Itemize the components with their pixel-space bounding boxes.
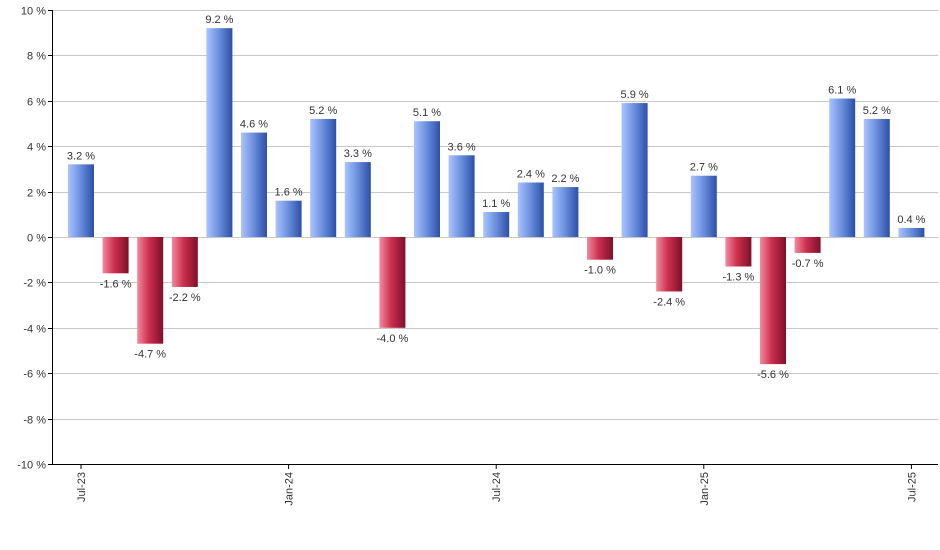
y-tick-label: -2 % bbox=[23, 278, 46, 290]
data-labels: 3.2 % -1.6 % -4.7 % -2.2 % 9.2 % 4.6 % 1.6 % 5.… bbox=[67, 14, 926, 381]
data-label-Dec-23: 4.6 % bbox=[240, 119, 268, 131]
bar-Oct-24 bbox=[587, 237, 613, 260]
bar-Mar-24 bbox=[344, 162, 371, 237]
data-label-Jan-24: 1.6 % bbox=[275, 187, 303, 199]
y-tick-label: -10 % bbox=[17, 460, 46, 472]
y-tick-label: 2 % bbox=[27, 188, 46, 200]
data-label-Oct-23: -2.2 % bbox=[169, 292, 201, 304]
bar-Aug-23 bbox=[102, 237, 129, 274]
bar-Sep-23 bbox=[137, 237, 164, 344]
bar-Jul-25 bbox=[898, 227, 925, 237]
y-tick-label: -4 % bbox=[23, 324, 46, 336]
bar-Mar-25 bbox=[760, 237, 786, 365]
data-label-May-24: 5.1 % bbox=[413, 107, 441, 119]
data-label-Oct-24: -1.0 % bbox=[584, 265, 616, 277]
data-label-Feb-24: 5.2 % bbox=[309, 105, 337, 117]
bar-Feb-25 bbox=[725, 237, 752, 267]
bar-Jul-24 bbox=[483, 212, 510, 237]
bar-Aug-24 bbox=[517, 182, 544, 237]
y-tick-label: 10 % bbox=[21, 6, 46, 18]
bar-Jan-24 bbox=[275, 200, 302, 237]
data-label-Aug-24: 2.4 % bbox=[517, 169, 545, 181]
data-label-Dec-24: -2.4 % bbox=[653, 296, 685, 308]
bar-Jun-24 bbox=[448, 155, 475, 237]
x-tick-label: Jul-24 bbox=[491, 472, 503, 502]
x-tick-label: Jan-24 bbox=[284, 472, 296, 506]
y-tick-label: 8 % bbox=[27, 51, 46, 63]
data-label-Apr-24: -4.0 % bbox=[377, 333, 409, 345]
bar-Oct-23 bbox=[171, 237, 198, 287]
x-tick-label: Jul-25 bbox=[906, 472, 918, 502]
data-label-Jun-24: 3.6 % bbox=[448, 141, 476, 153]
bar-Jan-25 bbox=[690, 175, 717, 237]
data-label-Jul-23: 3.2 % bbox=[67, 150, 95, 162]
bars bbox=[68, 28, 925, 365]
bar-Nov-23 bbox=[206, 28, 233, 237]
data-label-Aug-23: -1.6 % bbox=[100, 278, 132, 290]
data-label-Nov-24: 5.9 % bbox=[621, 89, 649, 101]
y-tick-label: -6 % bbox=[23, 369, 46, 381]
bar-Jul-23 bbox=[68, 164, 94, 237]
data-label-Mar-24: 3.3 % bbox=[344, 148, 372, 160]
data-label-Mar-25: -5.6 % bbox=[757, 369, 789, 381]
bar-Apr-24 bbox=[379, 237, 406, 328]
bar-Dec-24 bbox=[656, 237, 683, 292]
bar-May-25 bbox=[829, 98, 856, 237]
data-label-Sep-23: -4.7 % bbox=[134, 349, 166, 361]
axes: 10 % 8 % 6 % 4 % 2 % 0 % -2 % -4 % -6 % -8 % -10 %… bbox=[17, 6, 938, 506]
x-tick-label: Jan-25 bbox=[699, 472, 711, 506]
y-tick-label: 6 % bbox=[27, 97, 46, 109]
data-label-Sep-24: 2.2 % bbox=[551, 173, 579, 185]
bar-Feb-24 bbox=[310, 118, 337, 237]
data-label-May-25: 6.1 % bbox=[828, 85, 856, 97]
data-label-Nov-23: 9.2 % bbox=[205, 14, 233, 26]
bar-Nov-24 bbox=[621, 103, 648, 237]
y-tick-label: 0 % bbox=[27, 233, 46, 245]
data-label-Feb-25: -1.3 % bbox=[723, 272, 755, 284]
bar-Sep-24 bbox=[552, 187, 579, 237]
bar-May-24 bbox=[414, 121, 440, 237]
y-tick-label: -8 % bbox=[23, 415, 46, 427]
y-tick-label: 4 % bbox=[27, 142, 46, 154]
data-label-Jul-25: 0.4 % bbox=[897, 214, 925, 226]
bar-Jun-25 bbox=[863, 118, 890, 237]
bar-Dec-23 bbox=[241, 132, 267, 237]
data-label-Apr-25: -0.7 % bbox=[792, 258, 824, 270]
data-label-Jan-25: 2.7 % bbox=[690, 162, 718, 174]
x-tick-label: Jul-23 bbox=[76, 472, 88, 502]
data-label-Jun-25: 5.2 % bbox=[863, 105, 891, 117]
data-label-Jul-24: 1.1 % bbox=[482, 198, 510, 210]
bar-Apr-25 bbox=[794, 237, 821, 253]
